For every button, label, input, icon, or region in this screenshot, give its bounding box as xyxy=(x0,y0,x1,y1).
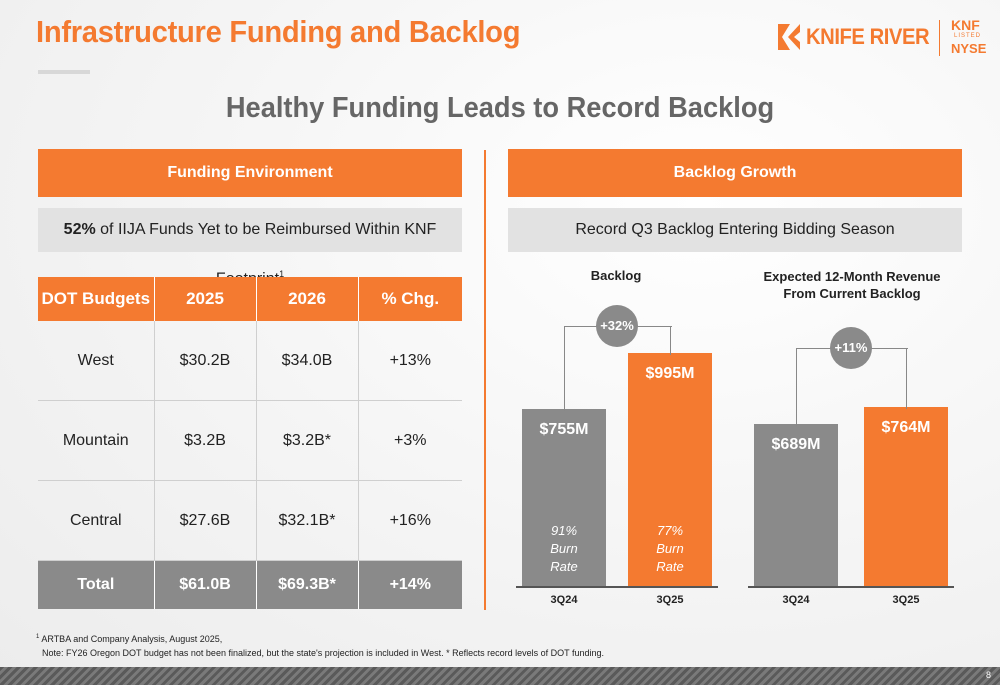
title-underline xyxy=(38,70,90,74)
bar-3q24: $689M xyxy=(754,424,838,586)
burn-rate-note: 77% Burn Rate xyxy=(656,522,684,574)
bar-3q25: $995M 77% Burn Rate xyxy=(628,352,712,586)
table-header: DOT Budgets xyxy=(38,277,155,321)
logo-ticker: KNF xyxy=(951,17,980,33)
table-header: 2025 xyxy=(154,277,257,321)
dot-budgets-table: DOT Budgets 2025 2026 % Chg. West $30.2B… xyxy=(38,277,462,609)
slide-headline: Healthy Funding Leads to Record Backlog xyxy=(225,92,775,124)
table-cell: Mountain xyxy=(38,400,155,481)
change-badge: +32% xyxy=(596,305,638,347)
footnote-text: ARTBA and Company Analysis, August 2025, xyxy=(39,634,223,644)
table-cell: West xyxy=(38,321,155,401)
table-cell: $27.6B xyxy=(154,480,257,561)
backlog-chart-title: Backlog xyxy=(590,268,642,283)
revenue-chart: $689M 3Q24 $764M 3Q25 +11% xyxy=(740,290,962,610)
x-tick-label: 3Q24 xyxy=(782,594,810,606)
table-cell: $61.0B xyxy=(154,560,257,609)
x-tick-label: 3Q25 xyxy=(656,594,684,606)
table-cell: +13% xyxy=(358,321,462,401)
backlog-growth-header: Backlog Growth xyxy=(508,149,962,197)
x-axis xyxy=(748,586,954,588)
table-cell: $3.2B* xyxy=(256,400,359,481)
table-cell: $3.2B xyxy=(154,400,257,481)
burn-rate-note: 91% Burn Rate xyxy=(550,522,578,574)
logo-divider xyxy=(939,20,940,56)
footnote-marker: 1 xyxy=(36,634,40,640)
bar-3q24: $755M 91% Burn Rate xyxy=(522,408,606,586)
table-row: West $30.2B $34.0B +13% xyxy=(38,321,462,401)
table-cell: +3% xyxy=(358,400,462,481)
bar-3q25: $764M xyxy=(864,406,948,586)
revenue-chart-title: Expected 12-Month Revenue From Current B… xyxy=(763,269,941,301)
bar-value-label: $764M xyxy=(881,418,931,436)
connector-leg xyxy=(906,348,907,409)
table-row: Central $27.6B $32.1B* +16% xyxy=(38,480,462,561)
table-cell: +16% xyxy=(358,480,462,561)
connector-leg xyxy=(796,348,797,427)
x-tick-label: 3Q25 xyxy=(892,594,920,606)
table-cell: $34.0B xyxy=(256,321,359,401)
iija-footnote-ref: 1 xyxy=(279,269,285,279)
section-divider xyxy=(484,150,486,610)
backlog-chart: $755M 91% Burn Rate 3Q24 $995M 77% Burn Rate… xyxy=(508,290,730,610)
bar-value-label: $995M xyxy=(645,364,695,382)
connector-leg xyxy=(670,326,671,355)
knife-river-logo-icon xyxy=(778,24,800,50)
footnote-1: 1 ARTBA and Company Analysis, August 202… xyxy=(36,634,222,644)
table-cell: Central xyxy=(38,480,155,561)
backlog-subtitle: Record Q3 Backlog Entering Bidding Seaso… xyxy=(508,208,962,252)
table-cell: Total xyxy=(38,560,155,609)
table-cell: $69.3B* xyxy=(256,560,359,609)
logo-listed: LISTED xyxy=(954,33,982,39)
footer-band xyxy=(0,667,1000,685)
logo-wordmark: KNIFE RIVER xyxy=(806,24,930,49)
footnote-2: Note: FY26 Oregon DOT budget has not bee… xyxy=(42,648,605,658)
table-cell: +14% xyxy=(358,560,462,609)
bar-value-label: $689M xyxy=(771,436,821,454)
x-tick-label: 3Q24 xyxy=(550,594,578,606)
table-cell: $32.1B* xyxy=(256,480,359,561)
page-title: Infrastructure Funding and Backlog xyxy=(36,14,521,49)
x-axis xyxy=(516,586,718,588)
table-header-row: DOT Budgets 2025 2026 % Chg. xyxy=(38,277,462,321)
iija-percent: 52% xyxy=(63,221,96,238)
table-header: % Chg. xyxy=(358,277,462,321)
iija-subtitle: 52% of IIJA Funds Yet to be Reimbursed W… xyxy=(38,208,462,287)
table-cell: $30.2B xyxy=(154,321,257,401)
funding-environment-header: Funding Environment xyxy=(38,149,462,197)
bar-value-label: $755M xyxy=(539,420,589,438)
change-badge: +11% xyxy=(830,327,872,369)
table-row: Mountain $3.2B $3.2B* +3% xyxy=(38,400,462,481)
page-number: 8 xyxy=(986,670,992,680)
table-total-row: Total $61.0B $69.3B* +14% xyxy=(38,560,462,609)
logo-exchange: NYSE xyxy=(951,41,987,56)
table-header: 2026 xyxy=(256,277,359,321)
connector-leg xyxy=(564,326,565,411)
